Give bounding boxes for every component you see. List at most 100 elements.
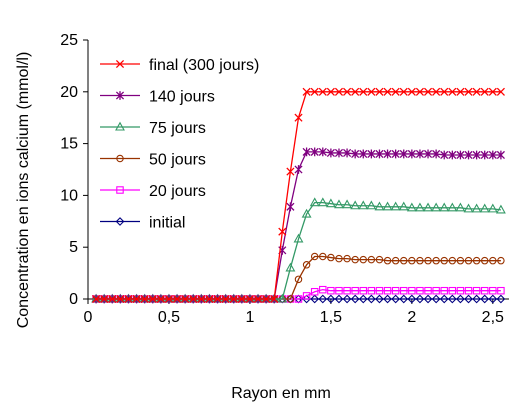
data-point — [472, 286, 481, 295]
data-point — [343, 286, 351, 295]
data-point — [367, 87, 376, 96]
data-point — [343, 148, 352, 158]
data-point — [237, 294, 246, 304]
data-point — [431, 202, 442, 212]
data-point — [309, 197, 320, 207]
y-tick-label: 15 — [60, 136, 78, 153]
series-4 — [92, 285, 505, 303]
data-point — [351, 149, 360, 159]
x-tick-label: 2,5 — [482, 309, 504, 326]
data-point — [326, 148, 335, 158]
data-point — [310, 294, 320, 304]
data-point — [416, 256, 424, 265]
data-point — [456, 87, 465, 96]
data-point — [351, 87, 360, 96]
data-point — [367, 149, 376, 159]
data-point — [440, 87, 449, 96]
data-point — [140, 294, 149, 304]
y-tick-label: 0 — [69, 291, 78, 308]
data-point — [285, 262, 296, 272]
data-point — [399, 286, 408, 295]
legend-item: initial — [100, 215, 185, 232]
y-tick-label: 20 — [60, 84, 78, 101]
data-point — [294, 165, 303, 174]
data-point — [367, 255, 376, 264]
data-point — [472, 256, 481, 265]
legend-label: final (300 jours) — [149, 57, 259, 74]
data-point — [375, 255, 384, 264]
data-point — [301, 208, 312, 218]
data-point — [375, 149, 384, 159]
x-tick-label: 2 — [407, 309, 416, 326]
data-point — [359, 286, 368, 295]
data-point — [423, 87, 433, 96]
data-point — [116, 294, 125, 304]
data-point — [455, 202, 466, 212]
data-point — [464, 294, 473, 304]
data-point — [390, 201, 401, 211]
data-point — [181, 294, 190, 304]
data-point — [480, 294, 490, 304]
data-point — [382, 201, 393, 211]
data-point — [488, 150, 497, 160]
data-point — [399, 149, 408, 159]
data-point — [156, 294, 165, 304]
data-point — [302, 294, 311, 304]
data-point — [148, 294, 157, 304]
data-point — [262, 294, 271, 304]
data-point — [294, 113, 303, 122]
data-point — [213, 294, 222, 304]
data-point — [448, 87, 457, 96]
data-point — [495, 204, 506, 214]
data-point — [326, 294, 336, 304]
data-point — [489, 286, 497, 295]
data-point — [383, 294, 392, 304]
legend-label: 50 jours — [149, 152, 206, 169]
data-point — [447, 202, 458, 212]
data-point — [497, 256, 505, 265]
data-point — [132, 294, 141, 304]
data-point — [448, 150, 457, 160]
data-point — [496, 87, 505, 96]
data-point — [278, 227, 287, 236]
data-point — [480, 256, 489, 265]
data-point — [327, 253, 335, 262]
data-point — [302, 87, 311, 96]
data-point — [317, 197, 328, 207]
data-point — [424, 286, 432, 295]
data-point — [351, 286, 359, 295]
data-point — [398, 201, 409, 211]
data-point — [197, 294, 206, 304]
data-point — [351, 255, 359, 264]
data-point — [464, 87, 473, 96]
data-point — [302, 292, 311, 300]
data-point — [415, 202, 425, 212]
data-point — [374, 201, 385, 211]
legend-item: 140 jours — [100, 89, 215, 106]
data-point — [270, 294, 279, 304]
data-point — [440, 150, 449, 160]
data-point — [423, 149, 433, 159]
data-point — [497, 286, 505, 295]
x-tick-label: 1,5 — [320, 309, 342, 326]
y-axis-title: Concentration en ions calcium (mmol/l) — [15, 52, 32, 329]
data-point — [319, 252, 327, 261]
legend-swatch-marker — [115, 91, 125, 100]
data-point — [472, 150, 481, 160]
data-point — [391, 149, 400, 159]
data-point — [172, 294, 182, 304]
data-point — [415, 149, 425, 159]
data-point — [327, 286, 335, 295]
data-point — [472, 294, 481, 304]
data-point — [318, 147, 327, 157]
data-point — [399, 256, 408, 265]
data-point — [319, 285, 327, 294]
data-point — [124, 294, 133, 304]
data-point — [350, 294, 360, 304]
data-point — [294, 295, 303, 303]
data-point — [359, 87, 368, 96]
data-point — [440, 286, 448, 295]
data-point — [205, 294, 214, 304]
